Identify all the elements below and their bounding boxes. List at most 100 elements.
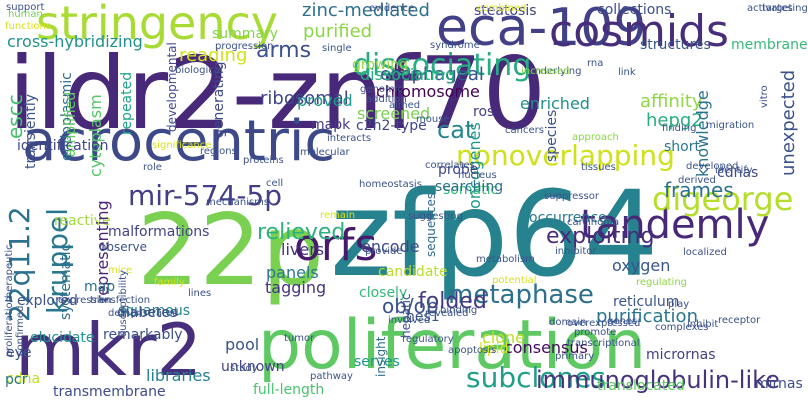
- cloud-word: revealed: [425, 308, 469, 319]
- cloud-word: searching: [435, 179, 504, 195]
- cloud-word: summary: [212, 26, 279, 42]
- cloud-word: map: [84, 279, 116, 295]
- cloud-word: proved: [297, 91, 353, 110]
- cloud-word: ildr2-znf70: [8, 35, 547, 152]
- cloud-word: oxygen: [612, 256, 671, 275]
- cloud-word: developed: [686, 161, 739, 172]
- cloud-word: interacts: [327, 133, 372, 144]
- cloud-word: cytoplasm: [86, 94, 105, 177]
- cloud-word: combined: [477, 3, 527, 14]
- cloud-word: genes: [607, 316, 638, 327]
- cloud-word: candidate: [378, 264, 448, 280]
- cloud-word: reactive: [54, 213, 111, 229]
- cloud-word: panels: [266, 263, 319, 282]
- cloud-word: sequences: [424, 192, 438, 257]
- cloud-word: proliferation: [4, 296, 15, 357]
- cloud-word: membrane: [731, 37, 808, 53]
- cloud-word: pcr: [5, 372, 28, 388]
- cloud-word: cosmids: [549, 6, 729, 57]
- cloud-word: mice: [108, 265, 133, 276]
- cloud-word: hes1: [406, 309, 440, 325]
- cloud-word: rna: [587, 58, 604, 69]
- cloud-word: suppressor: [544, 191, 599, 202]
- cloud-word: family: [154, 277, 185, 288]
- cloud-word: addition: [366, 94, 407, 105]
- cloud-word: acrocentric: [22, 109, 336, 174]
- cloud-word: immunoglobulin-like: [536, 366, 780, 394]
- cloud-word: orfs: [294, 220, 378, 271]
- cloud-word: cell: [266, 178, 284, 189]
- cloud-word: exploiting: [546, 224, 655, 249]
- cloud-word: metaphase: [448, 280, 594, 310]
- cloud-word: mir-574-5p: [128, 179, 283, 212]
- cloud-word: identification: [17, 138, 109, 154]
- cloud-word: frames: [664, 178, 734, 202]
- cloud-word: single: [322, 43, 352, 54]
- cloud-word: migration: [706, 120, 755, 131]
- cloud-word: transcriptional: [567, 338, 640, 349]
- cloud-word: occurrence: [529, 210, 607, 226]
- cloud-word: eca-109: [436, 0, 647, 58]
- cloud-word: domain: [549, 317, 587, 328]
- cloud-word: suggesting: [408, 211, 463, 222]
- cloud-word: mirnas: [755, 376, 803, 392]
- cloud-word: human: [8, 9, 43, 20]
- cloud-word: consensus: [504, 338, 588, 357]
- cloud-word: underlying: [528, 66, 582, 77]
- cloud-word: link: [618, 67, 636, 78]
- cloud-word: transiently: [23, 93, 39, 169]
- cloud-word: therapeutic: [4, 244, 15, 302]
- cloud-word: growing: [352, 57, 408, 73]
- cloud-word: ribosomal: [260, 88, 349, 109]
- cloud-word: poliferation: [258, 306, 647, 385]
- cloud-word: clone: [482, 328, 526, 347]
- cloud-word: receptor: [718, 315, 761, 326]
- cloud-word: species: [544, 109, 560, 162]
- cloud-word: involved: [388, 315, 431, 326]
- cloud-word: dissociating: [360, 65, 456, 84]
- cloud-word: ros: [473, 104, 495, 120]
- cloud-word: enriched: [520, 94, 590, 113]
- cloud-word: hepg2: [646, 110, 703, 131]
- cloud-word: approach: [572, 132, 619, 143]
- cloud-word: structures: [640, 37, 711, 53]
- cloud-word: purification: [596, 306, 698, 327]
- cloud-word: support: [6, 2, 45, 13]
- cloud-word: confirmed: [15, 305, 26, 356]
- cloud-word: mechanisms: [206, 197, 270, 208]
- cloud-word: esophageal: [380, 64, 484, 85]
- cloud-word: full-length: [253, 382, 325, 398]
- cloud-word: remarkably: [103, 327, 183, 343]
- cloud-word: arms: [256, 38, 312, 63]
- cloud-word: promote: [574, 327, 617, 338]
- cloud-word: evidence: [369, 3, 415, 14]
- cloud-word: metabolism: [476, 254, 535, 265]
- cloud-word: apoptosis: [448, 345, 497, 356]
- cloud-word: stringency: [36, 0, 279, 50]
- cloud-word: insight: [374, 336, 388, 377]
- cloud-word: role: [143, 162, 162, 173]
- cloud-word: purified: [303, 21, 373, 42]
- cloud-word: significance: [152, 140, 212, 151]
- cloud-word: carcinoma: [567, 217, 620, 228]
- cloud-word: syndrome: [430, 40, 480, 51]
- cloud-word: probe: [438, 162, 479, 178]
- cloud-word: squamous: [118, 303, 191, 319]
- cloud-word: ob/ob: [382, 294, 439, 318]
- cloud-word: remain: [320, 210, 356, 221]
- cloud-word: derived: [678, 175, 716, 186]
- cloud-word: vitro: [759, 85, 770, 108]
- cloud-word: unknown: [221, 359, 285, 375]
- cloud-word: demonstrated: [108, 308, 179, 319]
- cloud-word: cdna: [6, 371, 41, 387]
- cloud-word: nucleus: [458, 170, 497, 181]
- cloud-word: regulatory: [402, 334, 454, 345]
- cloud-word: homeostasis: [359, 179, 422, 190]
- cloud-word: potential: [492, 275, 537, 286]
- cloud-word: lines: [188, 288, 212, 299]
- cloud-word: collections: [597, 2, 672, 18]
- cloud-word: digeorge: [652, 180, 794, 218]
- cloud-word: lipid: [479, 341, 509, 357]
- cloud-word: increased: [521, 66, 570, 77]
- cloud-word: tagging: [265, 278, 327, 297]
